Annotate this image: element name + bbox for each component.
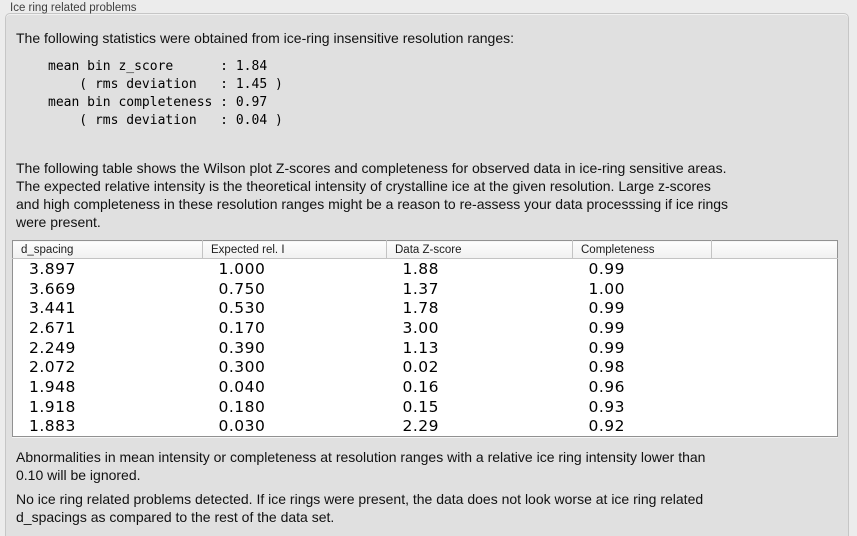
table-cell [712, 318, 838, 338]
table-cell [712, 377, 838, 397]
table-cell: 1.00 [588, 279, 626, 298]
table-cell [712, 357, 838, 377]
table-cell: 2.249 [29, 338, 76, 357]
table-body: 3.897 1.000 1.88 0.99 3.669 0.750 1.37 1.00 3.44… [13, 259, 838, 437]
intro-text: The following statistics were obtained f… [16, 30, 515, 46]
column-header-empty [711, 240, 838, 259]
table-cell: 3.669 [29, 279, 76, 298]
table-cell: 2.671 [29, 318, 76, 337]
table-cell: 0.170 [218, 318, 266, 337]
table-cell: 0.99 [588, 318, 626, 337]
table-cell: 0.300 [218, 358, 266, 377]
table-cell: 0.180 [218, 397, 266, 416]
column-header-completeness[interactable]: Completeness [572, 240, 712, 259]
table-cell: 0.040 [218, 377, 266, 396]
table-cell: 1.948 [29, 377, 76, 396]
description-text: The following table shows the Wilson plo… [16, 160, 729, 230]
table-cell: 1.883 [29, 417, 76, 436]
table-cell: 0.530 [218, 299, 266, 318]
table-cell [712, 417, 838, 437]
stats-block: mean bin z_score : 1.84 ( rms deviation … [48, 59, 283, 128]
table-cell [712, 279, 838, 299]
table-cell: 0.99 [588, 299, 626, 318]
groupbox-title: Ice ring related problems [10, 2, 137, 14]
table-row[interactable]: 1.918 0.180 0.15 0.93 [13, 397, 838, 417]
table-row[interactable]: 3.897 1.000 1.88 0.99 [13, 259, 838, 279]
ice-ring-table: d_spacing Expected rel. I Data Z-score C… [12, 240, 838, 438]
table-header: d_spacing Expected rel. I Data Z-score C… [12, 240, 838, 259]
table-cell: 3.00 [402, 318, 440, 337]
groupbox: The following statistics were obtained f… [5, 13, 849, 536]
table-row[interactable]: 2.072 0.300 0.02 0.98 [13, 357, 838, 377]
table-cell: 1.88 [402, 259, 440, 278]
table-cell: 1.13 [402, 338, 440, 357]
table-cell: 0.750 [218, 279, 266, 298]
table-cell: 3.897 [29, 259, 76, 278]
column-header-expected-i[interactable]: Expected rel. I [202, 240, 387, 259]
table-cell [712, 259, 838, 279]
table-cell: 0.15 [402, 397, 440, 416]
table-cell: 0.93 [588, 397, 626, 416]
table-row[interactable]: 2.249 0.390 1.13 0.99 [13, 338, 838, 358]
table-row[interactable]: 3.441 0.530 1.78 0.99 [13, 298, 838, 318]
table-cell [712, 298, 838, 318]
table-cell [712, 397, 838, 417]
table-cell: 0.030 [218, 417, 266, 436]
table-cell: 1.78 [402, 299, 440, 318]
table-row[interactable]: 3.669 0.750 1.37 1.00 [13, 279, 838, 299]
column-header-z-score[interactable]: Data Z-score [386, 240, 573, 259]
table-cell: 1.37 [402, 279, 440, 298]
table-cell: 0.96 [588, 377, 626, 396]
table-cell: 1.000 [218, 259, 266, 278]
table-cell: 0.16 [402, 377, 440, 396]
table-cell [712, 338, 838, 358]
table-cell: 2.072 [29, 358, 76, 377]
table-cell: 0.99 [588, 338, 626, 357]
table-cell: 1.918 [29, 397, 76, 416]
table-cell: 3.441 [29, 299, 76, 318]
table-row[interactable]: 1.948 0.040 0.16 0.96 [13, 377, 838, 397]
ignore-note-text: Abnormalities in mean intensity or compl… [16, 449, 706, 484]
table-cell: 0.92 [588, 417, 626, 436]
column-header-d-spacing[interactable]: d_spacing [12, 240, 203, 259]
table-cell: 2.29 [402, 417, 440, 436]
conclusion-text: No ice ring related problems detected. I… [16, 491, 704, 526]
table-row[interactable]: 1.883 0.030 2.29 0.92 [13, 417, 838, 437]
table-cell: 0.99 [588, 259, 626, 278]
table-row[interactable]: 2.671 0.170 3.00 0.99 [13, 318, 838, 338]
table-cell: 0.02 [402, 358, 440, 377]
table-cell: 0.98 [588, 358, 626, 377]
table-cell: 0.390 [218, 338, 266, 357]
